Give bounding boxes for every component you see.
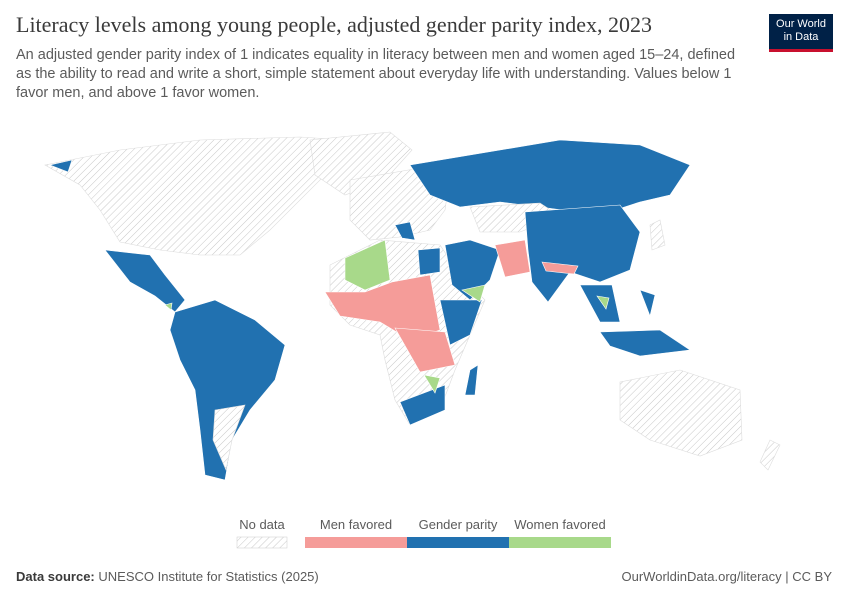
arabia-patch (461, 284, 486, 303)
alaska-region (48, 159, 73, 173)
legend-swatch (509, 537, 611, 548)
japan (649, 219, 666, 251)
legend-label: Men favored (320, 517, 392, 532)
australia (619, 369, 743, 457)
east-asia (524, 204, 641, 303)
southern-africa-patch (423, 374, 441, 394)
east-africa (439, 299, 483, 346)
southern-europe (394, 221, 416, 241)
source-text: UNESCO Institute for Statistics (2025) (98, 569, 319, 584)
south-west-asia (494, 239, 531, 278)
indonesia (599, 329, 691, 357)
source: Data source: UNESCO Institute for Statis… (16, 569, 319, 584)
legend-label: Gender parity (419, 517, 498, 532)
legend-swatch (305, 537, 407, 548)
south-east-asia (579, 284, 621, 323)
russia (409, 139, 691, 216)
philippines (639, 289, 656, 318)
central-america-patch (164, 302, 173, 311)
mexico-central-america (104, 249, 186, 313)
subtitle: An adjusted gender parity index of 1 ind… (16, 47, 736, 101)
madagascar (464, 364, 479, 396)
legend: No data Men favored Gender parity Women fav… (236, 517, 611, 549)
central-africa (394, 327, 456, 373)
legend-swatch (407, 537, 509, 548)
source-label: Data source: (16, 569, 95, 584)
logo-line: in Data (783, 31, 819, 43)
south-east-asia-patch (596, 295, 610, 310)
legend-label: Women favored (514, 517, 606, 532)
new-zealand (759, 439, 781, 471)
logo-line: Our World (776, 18, 826, 30)
sahel (324, 274, 441, 341)
logo: Our World in Data (769, 14, 833, 52)
south-asia-strip (541, 261, 579, 275)
north-east-africa (417, 247, 441, 276)
url: OurWorldinData.org/literacy | CC BY (621, 569, 832, 584)
middle-east (444, 239, 501, 301)
north-africa-patch (344, 239, 391, 291)
legend-swatch (236, 536, 288, 549)
north-america (44, 136, 346, 256)
south-america (169, 299, 286, 481)
world-map (44, 131, 781, 481)
southern-africa (399, 384, 446, 426)
legend-label: No data (239, 517, 285, 532)
south-america-no-data (212, 404, 246, 471)
title: Literacy levels among young people, adju… (16, 12, 652, 37)
